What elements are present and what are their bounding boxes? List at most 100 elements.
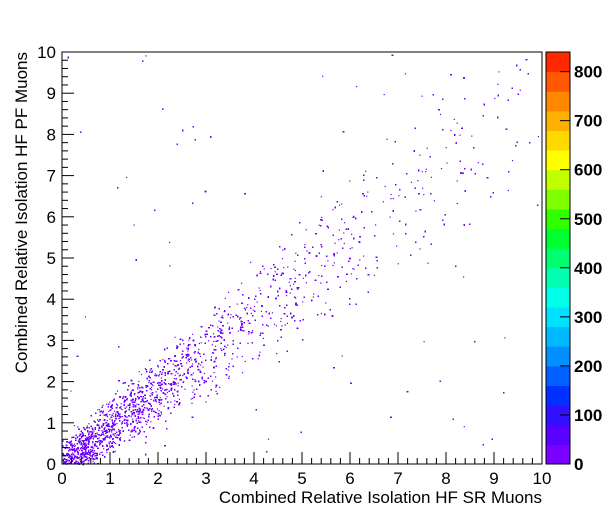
heatmap-cell [221,315,223,317]
heatmap-cell [178,367,180,369]
heatmap-cell [126,416,128,418]
heatmap-cell [131,389,133,392]
heatmap-cell [471,135,473,137]
heatmap-cell [215,345,217,347]
heatmap-cell [132,389,134,391]
heatmap-cell [138,385,140,387]
heatmap-cell [498,71,500,73]
heatmap-cell [305,282,307,284]
heatmap-cell [195,358,197,360]
heatmap-cell [440,168,443,170]
heatmap-cell [217,326,219,328]
heatmap-cell [161,388,164,390]
heatmap-cell [156,408,158,410]
heatmap-cell [71,443,73,445]
heatmap-cell [76,456,78,458]
heatmap-cell [159,397,161,399]
heatmap-cell [239,328,241,330]
heatmap-cell [511,160,514,162]
heatmap-cell [140,395,142,398]
heatmap-cell [71,452,74,454]
heatmap-cell [205,401,207,403]
heatmap-cell [155,391,157,393]
heatmap-cell [82,453,84,455]
heatmap-cell [115,443,117,445]
heatmap-cell [338,239,340,241]
heatmap-cell [86,440,88,442]
heatmap-cell [425,168,427,170]
heatmap-cell [199,355,201,357]
heatmap-cell [190,398,192,400]
heatmap-cell [96,432,98,434]
heatmap-cell [131,436,133,438]
heatmap-cell [263,268,265,270]
heatmap-cell [343,242,345,245]
heatmap-cell [175,365,178,367]
heatmap-cell [321,264,323,267]
heatmap-cell [213,352,215,354]
heatmap-cell [205,333,207,335]
heatmap-cell [351,233,353,235]
heatmap-cell [131,414,133,416]
heatmap-cell [99,442,101,444]
heatmap-cell [276,353,278,355]
heatmap-cell [200,342,202,344]
heatmap-cell [111,431,113,433]
heatmap-cell [109,401,111,403]
heatmap-cell [194,351,196,353]
heatmap-cell [159,373,161,375]
heatmap-cell [154,373,156,375]
heatmap-cell [109,418,111,420]
heatmap-cell [397,263,399,265]
heatmap-cell [322,75,324,77]
heatmap-cell [76,449,78,451]
heatmap-cell [417,180,419,182]
heatmap-cell [109,445,111,447]
heatmap-cell [99,409,101,411]
heatmap-cell [365,170,367,172]
heatmap-cell [192,372,194,374]
heatmap-cell [97,419,99,421]
heatmap-cell [267,325,269,327]
heatmap-cell [131,418,134,420]
heatmap-cell [143,417,145,419]
heatmap-cell [178,375,180,377]
heatmap-cell [110,405,112,407]
heatmap-cell [507,189,509,192]
heatmap-cell [320,282,322,284]
heatmap-cell [91,451,94,453]
heatmap-cell [87,437,89,439]
heatmap-cell [349,180,351,182]
heatmap-cell [113,442,115,444]
heatmap-cell [168,383,170,385]
heatmap-cell [129,434,131,436]
heatmap-cell [101,430,103,432]
heatmap-cell [170,401,172,403]
heatmap-cell [99,435,101,437]
heatmap-cell [225,346,227,349]
heatmap-cell [537,136,539,138]
heatmap-cell [456,122,458,124]
heatmap-cell [239,318,241,320]
heatmap-cell [113,415,115,417]
heatmap-cell [108,442,110,444]
heatmap-cell [191,363,194,365]
heatmap-cell [79,455,81,457]
heatmap-cell [302,277,304,279]
heatmap-cell [224,352,226,355]
heatmap-cell [208,340,210,342]
heatmap-cell [111,429,113,431]
heatmap-cell [94,435,96,437]
heatmap-cell [120,406,122,408]
heatmap-cell [116,422,118,424]
heatmap-cell [246,306,248,309]
heatmap-cell [187,350,189,352]
heatmap-cell [191,402,193,404]
heatmap-cell [152,385,154,387]
heatmap-cell [166,391,169,393]
heatmap-cell [320,196,322,198]
heatmap-cell [187,359,189,361]
heatmap-cell [200,364,202,366]
heatmap-cell [211,344,213,346]
heatmap-cell [76,437,79,439]
